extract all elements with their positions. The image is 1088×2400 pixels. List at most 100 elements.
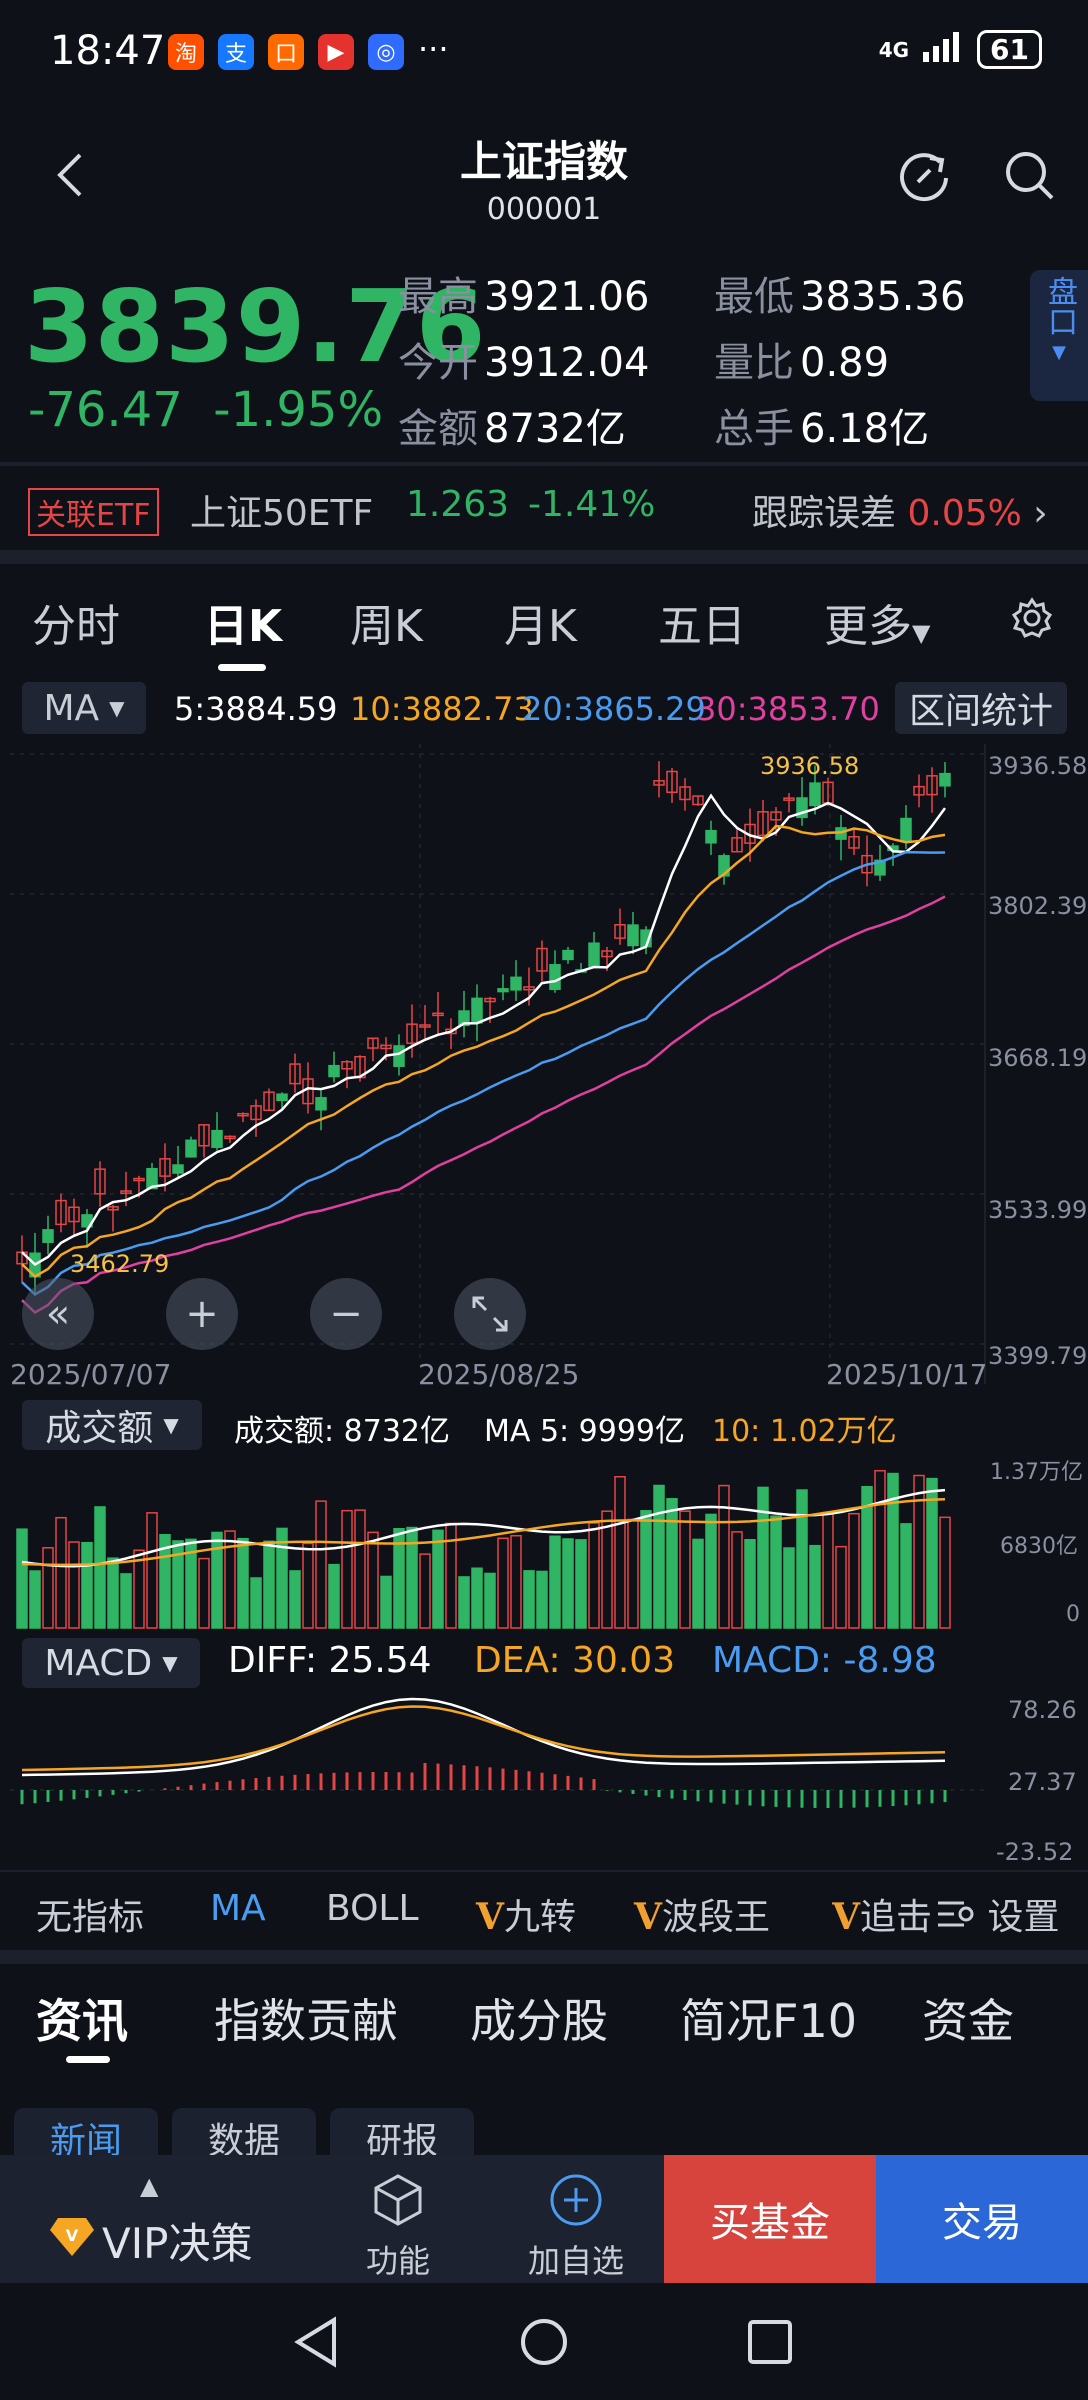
tab-weekly-k[interactable]: 周K (350, 601, 423, 652)
volume-bar (848, 1512, 860, 1629)
add-watchlist-button[interactable]: 加自选 (516, 2172, 636, 2282)
tab-more[interactable]: 更多▼ (824, 590, 930, 654)
tracking-error[interactable]: 跟踪误差 0.05% › (752, 484, 1048, 536)
candle-body (497, 988, 509, 993)
tab-constituents[interactable]: 成分股 (470, 1994, 608, 2048)
volume-bar (887, 1472, 899, 1629)
fullscreen-icon[interactable] (454, 1278, 526, 1350)
volume-bar (601, 1510, 613, 1629)
tab-monthly-k[interactable]: 月K (504, 601, 577, 652)
volume-selector-label: 成交额 (45, 1408, 154, 1449)
tab-f10-profile[interactable]: 简况F10 (680, 1994, 857, 2048)
volume-chart[interactable] (0, 1452, 1088, 1630)
volume-bar (55, 1516, 67, 1629)
kline-chart[interactable] (0, 744, 1088, 1384)
volume-bar (861, 1485, 873, 1629)
candle-body (94, 1168, 106, 1195)
volume-bar (172, 1540, 184, 1629)
trade-button[interactable]: 交易 (876, 2155, 1088, 2283)
tab-daily-k[interactable]: 日K (204, 601, 283, 652)
indicator-boll[interactable]: BOLL (326, 1888, 419, 1929)
candle-body (367, 1037, 379, 1049)
tab-five-day[interactable]: 五日 (658, 601, 746, 652)
expand-up-icon[interactable]: ▲ (140, 2172, 159, 2200)
divider (0, 462, 1088, 466)
ma10-value: 10:3882.73 (350, 690, 534, 728)
macd-chart[interactable] (0, 1690, 1088, 1870)
etf-name[interactable]: 上证50ETF (190, 493, 374, 534)
nav-home-icon[interactable] (518, 2316, 570, 2372)
indicator-label: 九转 (503, 1897, 576, 1938)
volume-bar (731, 1531, 743, 1629)
back-icon[interactable] (52, 148, 88, 213)
stat-open: 今开 3912.04 (398, 330, 649, 388)
ma-selector[interactable]: MA ▼ (22, 682, 146, 734)
function-button[interactable]: 功能 (348, 2172, 448, 2282)
last-price: 3839.76 (24, 268, 487, 385)
nav-recents-icon[interactable] (746, 2318, 794, 2370)
volume-bar (874, 1469, 886, 1629)
macd-value: MACD: -8.98 (712, 1640, 937, 1681)
volume-bar (510, 1535, 522, 1629)
tab-funds[interactable]: 资金 (922, 1994, 1014, 2048)
volume-selector[interactable]: 成交额 ▼ (22, 1400, 202, 1450)
volume-bar (419, 1553, 431, 1629)
volume-bar (926, 1477, 938, 1629)
range-stats-button[interactable]: 区间统计 (895, 682, 1067, 734)
settings-label: 设置 (987, 1897, 1060, 1938)
min-price-label: 3462.79 (70, 1250, 170, 1278)
stat-value: 3921.06 (484, 274, 650, 320)
chart-settings-icon[interactable] (1010, 596, 1054, 644)
ma-selector-label: MA (43, 687, 100, 729)
vip-decision-button[interactable]: V VIP决策 (48, 2210, 252, 2271)
volume-bar (666, 1498, 678, 1629)
caret-down-icon: ▼ (109, 696, 125, 720)
search-icon[interactable] (1002, 148, 1058, 204)
status-indicators: 4G 61 (879, 30, 1042, 69)
volume-bar (718, 1484, 730, 1629)
indicator-none[interactable]: 无指标 (36, 1897, 145, 1938)
etf-change: -1.41% (528, 484, 656, 525)
candle-body (146, 1167, 158, 1190)
macd-selector-label: MACD (44, 1642, 153, 1684)
indicator-jiuzhuan[interactable]: V九转 (476, 1888, 576, 1940)
more-notifications-icon: ··· (418, 30, 449, 68)
zoom-in-icon[interactable]: + (166, 1278, 238, 1350)
chevron-right-icon: › (1033, 493, 1048, 534)
y-tick: 3936.58 (988, 752, 1088, 780)
buy-fund-button[interactable]: 买基金 (664, 2155, 876, 2283)
candle-body (432, 1012, 444, 1017)
stat-value: 8732亿 (484, 406, 626, 452)
indicator-zhuiji[interactable]: V追击 (832, 1888, 938, 1940)
indicator-ma[interactable]: MA (210, 1888, 266, 1929)
candle-body (172, 1164, 184, 1174)
tab-more-label: 更多 (824, 601, 912, 652)
volume-bar (588, 1522, 600, 1629)
scroll-left-icon[interactable]: « (22, 1278, 94, 1350)
refresh-icon[interactable] (896, 148, 952, 204)
volume-bar (809, 1544, 821, 1629)
volume-bar (133, 1549, 145, 1629)
candle-body (601, 950, 613, 958)
y-tick: 1.37万亿 (990, 1460, 1083, 1485)
volume-bar (822, 1511, 834, 1629)
active-tab-indicator (66, 2056, 110, 2063)
volume-bar (302, 1542, 314, 1629)
volume-bar (653, 1484, 665, 1629)
pankou-button[interactable]: 盘口 ▼ (1030, 270, 1088, 401)
indicator-settings[interactable]: 设置 (936, 1888, 1060, 1940)
nav-back-icon[interactable] (292, 2316, 340, 2372)
volume-bar (939, 1516, 951, 1629)
stat-value: 3912.04 (484, 340, 650, 386)
y-tick: 3802.39 (988, 892, 1088, 920)
tab-intraday[interactable]: 分时 (32, 601, 120, 652)
indicator-boduanwang[interactable]: V波段王 (634, 1888, 770, 1940)
tab-index-contribution[interactable]: 指数贡献 (214, 1994, 398, 2048)
zoom-out-icon[interactable]: − (310, 1278, 382, 1350)
macd-selector[interactable]: MACD ▼ (22, 1638, 200, 1688)
volume-bar (263, 1540, 275, 1629)
volume-bar (432, 1529, 444, 1629)
candle-body (718, 855, 730, 877)
candle-body (445, 1028, 457, 1035)
tab-news[interactable]: 资讯 (36, 1994, 128, 2048)
